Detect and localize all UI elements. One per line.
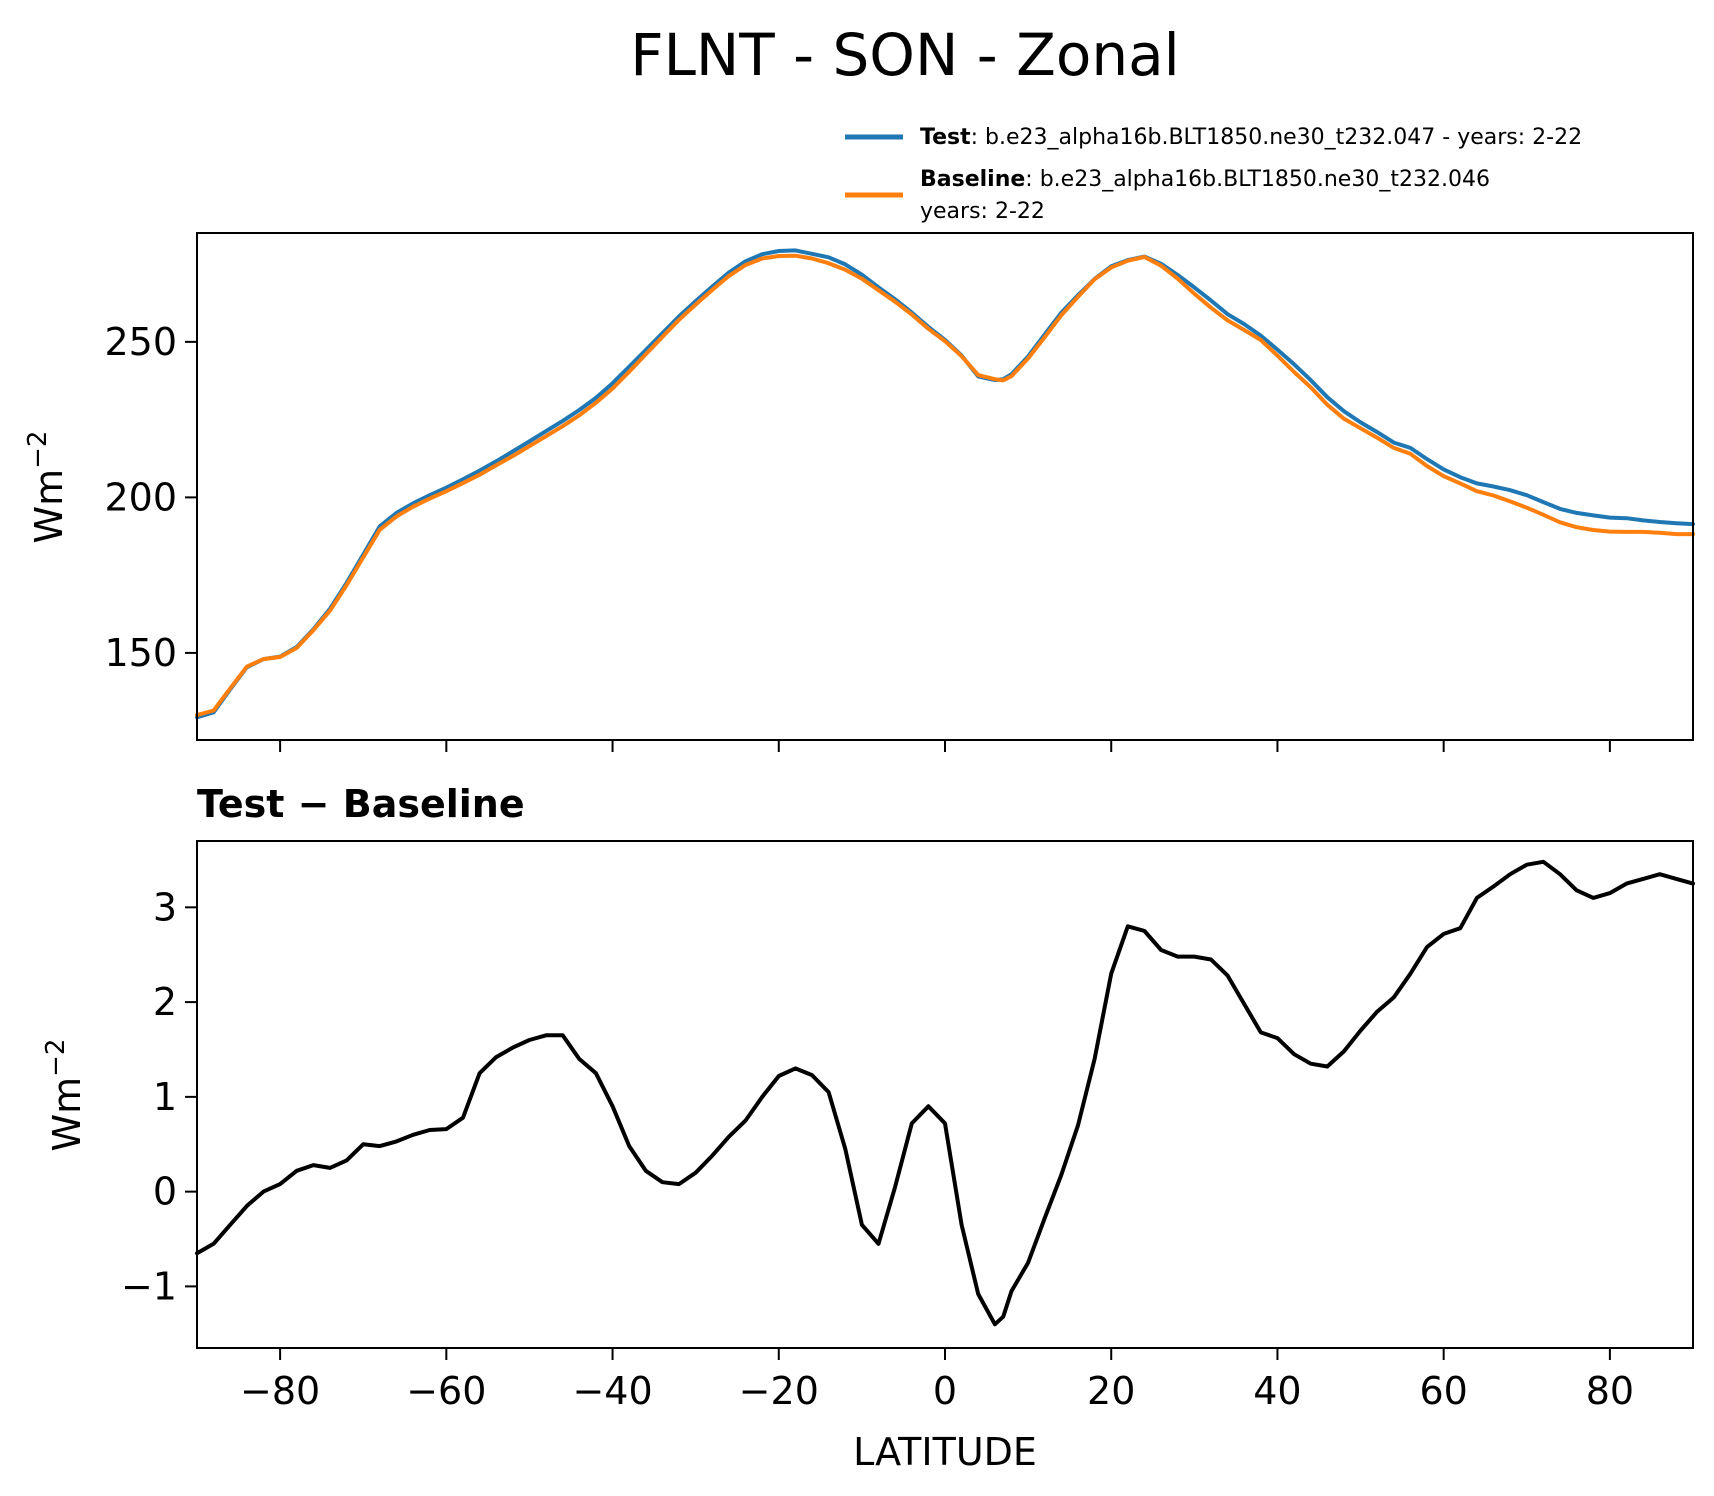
bottom-x-tick-label: −80	[240, 1369, 320, 1413]
top-panel: 150 200 250 Wm−2	[23, 232, 1695, 752]
bottom-y-axis-label: Wm−2	[41, 1039, 89, 1152]
bottom-x-tick-label: −40	[572, 1369, 652, 1413]
legend-baseline-text: : b.e23_alpha16b.BLT1850.ne30_t232.046	[1025, 167, 1490, 192]
figure-title: FLNT - SON - Zonal	[630, 21, 1180, 89]
top-y-tick-label: 200	[104, 475, 177, 519]
bottom-y-tick-label: 3	[153, 885, 177, 929]
bottom-series-line-test-baseline	[195, 859, 1695, 1327]
top-y-axis-label-unit: Wm	[27, 469, 71, 544]
bottom-y-axis-label-unit: Wm	[45, 1077, 89, 1152]
x-axis-label: LATITUDE	[853, 1430, 1037, 1474]
legend-baseline-years: years: 2-22	[920, 199, 1045, 224]
legend-test-entry: Test: b.e23_alpha16b.BLT1850.ne30_t232.0…	[920, 125, 1582, 150]
top-y-tick-label: 150	[104, 631, 177, 675]
bottom-x-tick-label: 60	[1419, 1369, 1467, 1413]
bottom-y-tick-label: 0	[153, 1170, 177, 1214]
bottom-x-tick-label: 40	[1253, 1369, 1301, 1413]
top-plot-frame	[196, 232, 1694, 741]
bottom-panel: Test − Baseline −1 0 1 2 3 −80 −60 −40 −20 0 20 40 6…	[41, 782, 1695, 1474]
bottom-x-tick-label: 20	[1087, 1369, 1135, 1413]
top-y-tick-label: 250	[104, 320, 177, 364]
top-axis-ticks: 150 200 250	[104, 320, 1611, 752]
bottom-y-tick-label: −1	[121, 1264, 177, 1308]
bottom-x-tick-label: −60	[406, 1369, 486, 1413]
top-y-axis-label: Wm−2	[23, 431, 71, 544]
bottom-y-tick-label: 1	[153, 1075, 177, 1119]
top-series-line-baseline	[195, 253, 1695, 718]
bottom-x-tick-label: 80	[1586, 1369, 1634, 1413]
bottom-x-tick-label: −20	[739, 1369, 819, 1413]
top-y-axis-label-exponent: −2	[23, 431, 53, 469]
legend-test-label: Test	[920, 125, 971, 150]
bottom-y-axis-label-exponent: −2	[41, 1039, 71, 1077]
top-series-line-test	[195, 248, 1695, 720]
legend-test-text: : b.e23_alpha16b.BLT1850.ne30_t232.047 -…	[971, 125, 1582, 150]
bottom-x-tick-label: 0	[933, 1369, 957, 1413]
top-plot-lines	[195, 248, 1695, 720]
legend-baseline-entry: Baseline: b.e23_alpha16b.BLT1850.ne30_t2…	[920, 167, 1490, 192]
bottom-plot-frame	[196, 840, 1694, 1349]
bottom-y-tick-label: 2	[153, 980, 177, 1024]
difference-panel-title: Test − Baseline	[197, 782, 525, 826]
legend-baseline-label: Baseline	[920, 167, 1025, 192]
legend: Test: b.e23_alpha16b.BLT1850.ne30_t232.0…	[845, 125, 1582, 224]
bottom-plot-lines	[195, 859, 1695, 1327]
bottom-axis-ticks: −1 0 1 2 3 −80 −60 −40 −20 0 20 40 60 80	[121, 885, 1634, 1413]
